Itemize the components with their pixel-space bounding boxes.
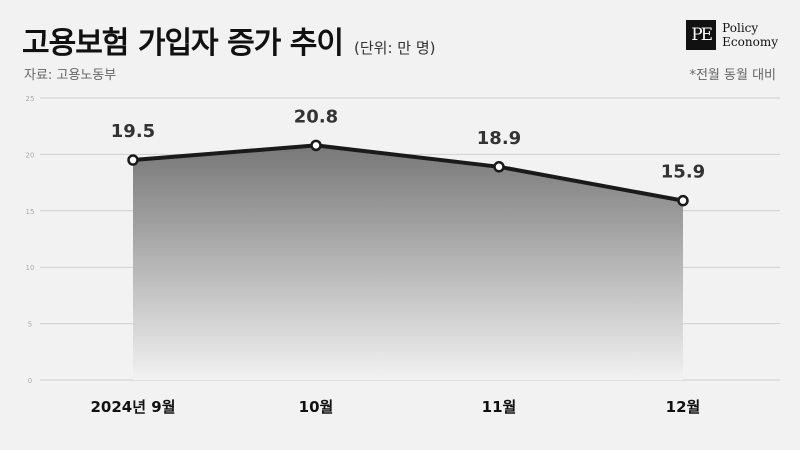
x-tick-label: 2024년 9월 — [90, 398, 175, 416]
data-label: 20.8 — [294, 106, 338, 127]
y-tick-label: 5 — [28, 321, 32, 329]
series-line — [132, 143, 684, 203]
data-label: 19.5 — [111, 121, 155, 142]
logo-mark: PE — [686, 20, 717, 50]
x-tick-label: 12월 — [666, 398, 701, 416]
y-tick-label: 10 — [26, 264, 35, 272]
logo-line-2: Economy — [722, 35, 778, 49]
logo-line-1: Policy — [722, 21, 759, 35]
data-point — [127, 154, 139, 166]
data-label: 15.9 — [661, 162, 705, 183]
data-point — [677, 194, 689, 207]
y-tick-label: 15 — [26, 208, 35, 216]
data-point — [310, 139, 322, 152]
data-point — [493, 161, 505, 173]
title-row: 고용보험 가입자 증가 추이 (단위: 만 명) — [22, 18, 436, 62]
brand-logo: PE Policy Economy — [686, 20, 778, 50]
x-tick-label: 10월 — [299, 398, 334, 416]
data-label: 18.9 — [477, 128, 521, 149]
source-label: 자료: 고용노동부 — [24, 68, 117, 83]
y-tick-label: 0 — [28, 377, 32, 385]
logo-wordmark: Policy Economy — [722, 21, 778, 49]
unit-label: (단위: 만 명) — [354, 39, 436, 57]
y-tick-label: 20 — [26, 151, 35, 159]
chart-title: 고용보험 가입자 증가 추이 — [22, 26, 344, 61]
y-tick-label: 25 — [26, 95, 35, 103]
x-tick-label: 11월 — [482, 398, 517, 416]
note-label: *전월 동월 대비 — [689, 68, 776, 83]
area-fill — [133, 145, 683, 380]
